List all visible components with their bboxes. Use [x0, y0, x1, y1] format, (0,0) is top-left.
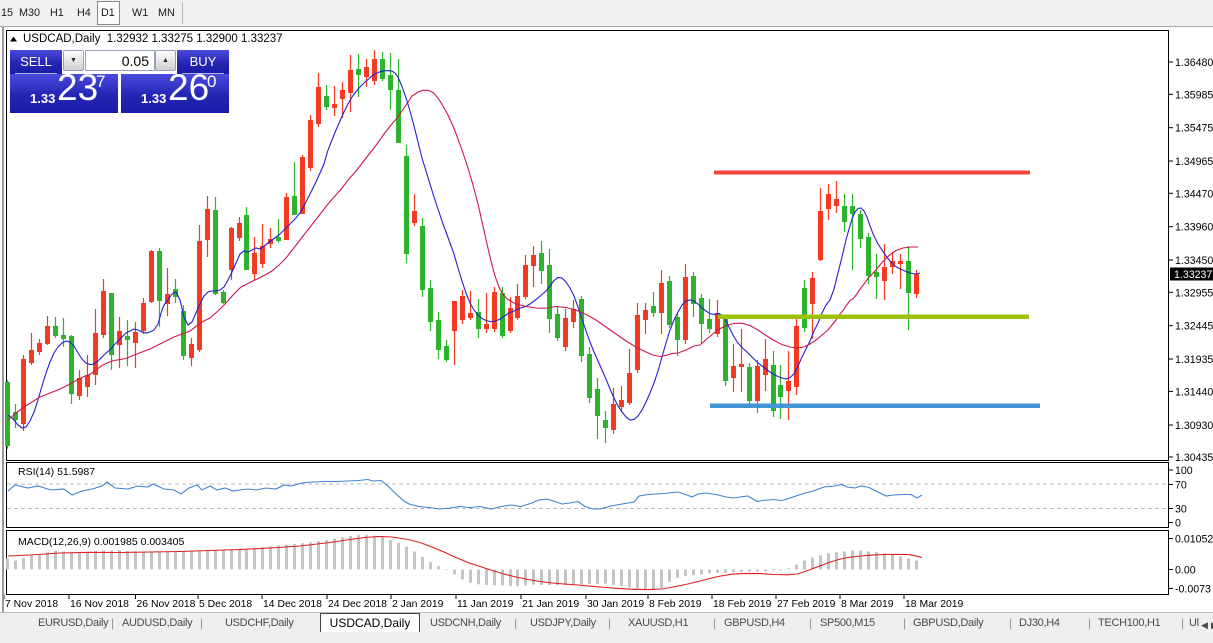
svg-text:8 Feb 2019: 8 Feb 2019: [649, 599, 702, 610]
svg-text:1.34470: 1.34470: [1175, 188, 1213, 200]
svg-text:1.31935: 1.31935: [1175, 354, 1213, 366]
svg-text:70: 70: [1175, 480, 1187, 492]
svg-text:24 Dec 2018: 24 Dec 2018: [328, 599, 387, 610]
svg-text:RSI(14) 51.5987: RSI(14) 51.5987: [18, 466, 95, 478]
svg-text:18 Mar 2019: 18 Mar 2019: [905, 599, 964, 610]
svg-text:1.33237: 1.33237: [1174, 269, 1212, 281]
svg-text:11 Jan 2019: 11 Jan 2019: [457, 599, 514, 610]
svg-text:1.36480: 1.36480: [1175, 57, 1213, 69]
svg-text:26 Nov 2018: 26 Nov 2018: [137, 599, 196, 610]
svg-text:USDCAD,Daily 1.32932 1.33275: USDCAD,Daily 1.32932 1.33275 1.32900 1.3…: [23, 33, 283, 45]
svg-text:1.33450: 1.33450: [1175, 255, 1213, 267]
svg-text:0.00: 0.00: [1175, 565, 1196, 577]
svg-text:MACD(12,26,9) 0.001985 0.00340: MACD(12,26,9) 0.001985 0.003405: [18, 536, 185, 548]
svg-text:1.31440: 1.31440: [1175, 386, 1213, 398]
svg-text:1.34965: 1.34965: [1175, 156, 1213, 168]
svg-text:18 Feb 2019: 18 Feb 2019: [713, 599, 772, 610]
svg-text:2 Jan 2019: 2 Jan 2019: [392, 599, 444, 610]
svg-text:30: 30: [1175, 504, 1187, 516]
svg-text:1.32955: 1.32955: [1175, 287, 1213, 299]
svg-text:1.33960: 1.33960: [1175, 222, 1213, 234]
svg-text:30 Jan 2019: 30 Jan 2019: [587, 599, 644, 610]
svg-text:1.32445: 1.32445: [1175, 321, 1213, 333]
svg-text:1.30930: 1.30930: [1175, 420, 1213, 432]
svg-text:1.35475: 1.35475: [1175, 123, 1213, 135]
svg-text:8 Mar 2019: 8 Mar 2019: [841, 599, 894, 610]
svg-text:14 Dec 2018: 14 Dec 2018: [263, 599, 322, 610]
svg-text:100: 100: [1175, 465, 1193, 477]
svg-text:0.010525: 0.010525: [1175, 534, 1213, 546]
svg-text:27 Feb 2019: 27 Feb 2019: [777, 599, 836, 610]
svg-text:7 Nov 2018: 7 Nov 2018: [5, 599, 58, 610]
svg-text:0: 0: [1175, 518, 1181, 530]
svg-text:1.30435: 1.30435: [1175, 452, 1213, 464]
svg-text:21 Jan 2019: 21 Jan 2019: [522, 599, 579, 610]
svg-text:16 Nov 2018: 16 Nov 2018: [70, 599, 129, 610]
svg-text:5 Dec 2018: 5 Dec 2018: [199, 599, 252, 610]
svg-text:-0.0073: -0.0073: [1175, 584, 1211, 596]
svg-text:1.35985: 1.35985: [1175, 89, 1213, 101]
